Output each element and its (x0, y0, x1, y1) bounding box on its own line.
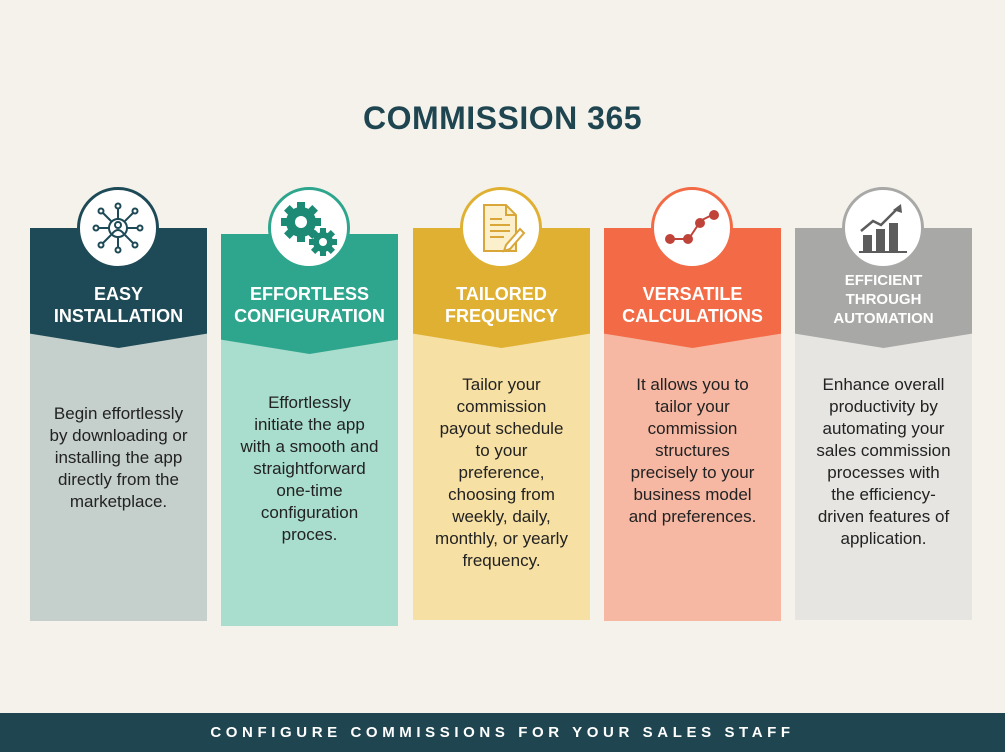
card-description: Begin effortlessly by downloading or insta… (49, 404, 188, 511)
card-body (413, 318, 590, 620)
card-description: Enhance overall productivity by automating… (816, 375, 951, 548)
network-user-icon (77, 187, 159, 269)
document-pen-icon (460, 187, 542, 269)
card-body (795, 318, 972, 620)
card-heading: EFFORTLESS CONFIGURATION (234, 284, 385, 326)
gears-icon (268, 187, 350, 269)
card-heading: EASY INSTALLATION (53, 284, 184, 326)
card-effortless-configuration: EFFORTLESS CONFIGURATION Effortlessly ini… (221, 234, 398, 626)
card-description: Tailor your commission payout schedule to y… (435, 375, 568, 570)
card-heading: VERSATILE CALCULATIONS (622, 284, 763, 326)
card-efficient-through-automation: EFFICIENT THROUGH AUTOMATION Enhance ove… (795, 228, 972, 620)
card-description: It allows you to tailor your commission str… (628, 375, 757, 526)
card-versatile-calculations: VERSATILE CALCULATIONS It allows you to t… (604, 228, 781, 621)
card-body (30, 318, 207, 621)
card-heading: TAILORED FREQUENCY (444, 284, 558, 326)
growth-chart-icon (842, 187, 924, 269)
card-description: Effortlessly initiate the app with a smoot… (240, 393, 379, 544)
connected-nodes-icon (651, 187, 733, 269)
card-body (604, 318, 781, 621)
page-title: COMMISSION 365 (362, 100, 643, 136)
card-tailored-frequency: TAILORED FREQUENCY Tailor your commission… (413, 228, 590, 620)
footer-banner: CONFIGURE COMMISSIONS FOR YOUR SALES STA… (0, 713, 1005, 752)
card-body (221, 324, 398, 626)
card-heading: EFFICIENT THROUGH AUTOMATION (833, 272, 934, 327)
card-easy-installation: EASY INSTALLATION Begin effortlessly by d… (30, 228, 207, 621)
